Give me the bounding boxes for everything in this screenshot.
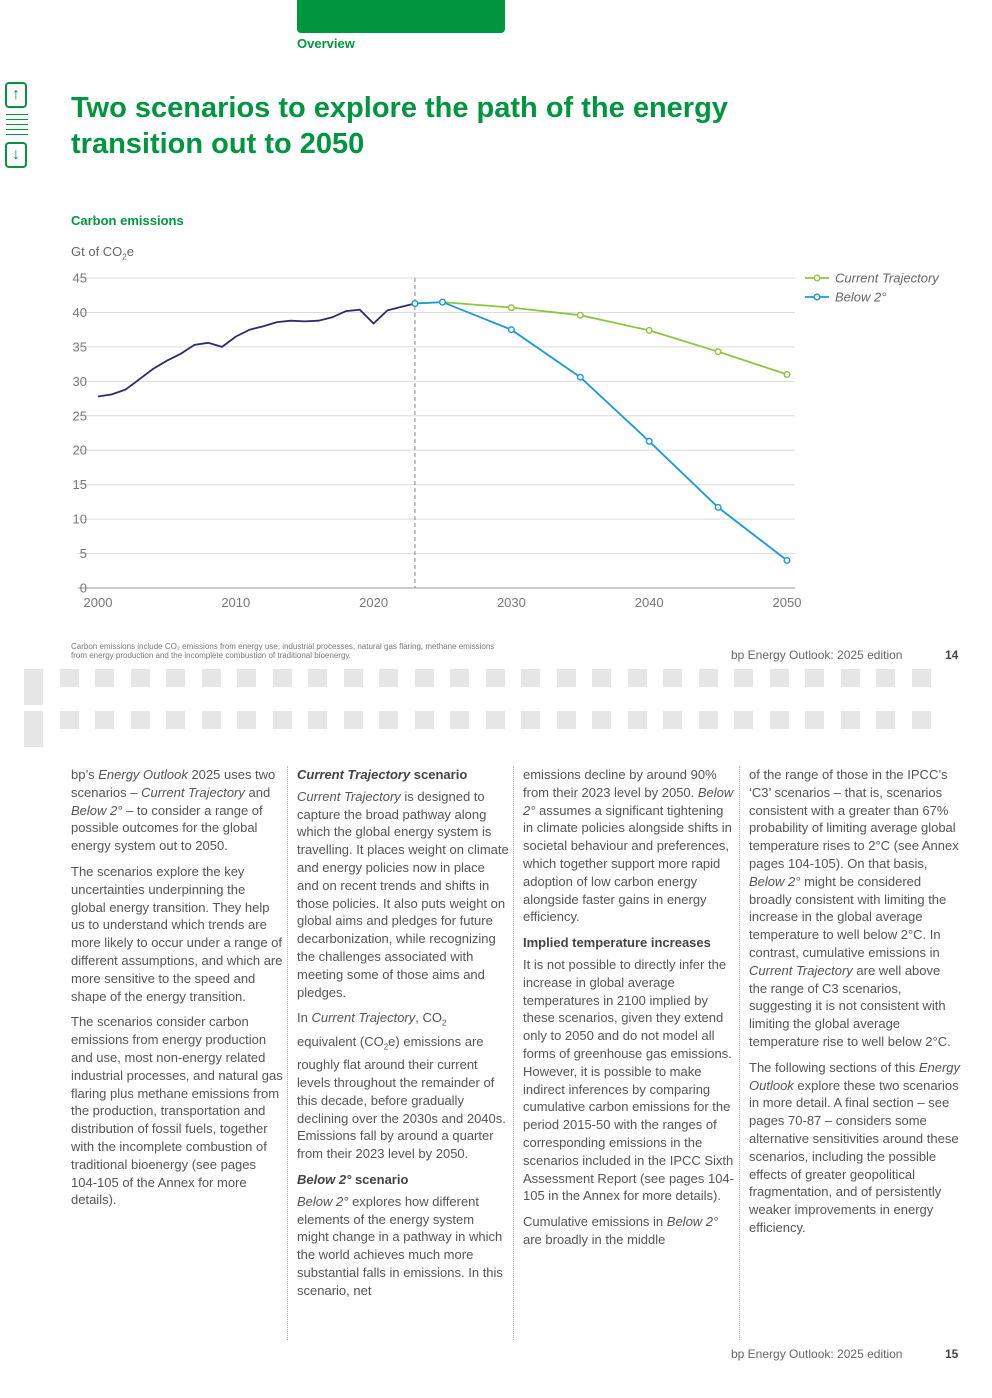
y-tick-label: 45 xyxy=(73,271,87,286)
y-tick-label: 5 xyxy=(80,546,87,561)
below_2-point xyxy=(439,298,447,306)
paragraph: The scenarios consider carbon emissions … xyxy=(71,1014,283,1208)
below_2-point xyxy=(507,326,515,334)
page-separator xyxy=(24,711,974,747)
y-tick-label: 40 xyxy=(73,305,87,320)
text-column-3: emissions decline by around 90% from the… xyxy=(523,766,735,1257)
paragraph: Below 2° explores how different elements… xyxy=(297,1193,503,1298)
subheading: Implied temperature increases xyxy=(523,935,711,951)
paragraph: The following sections of this Energy Ou… xyxy=(749,1059,961,1235)
menu-lines-icon[interactable] xyxy=(6,114,28,139)
y-tick-label: 0 xyxy=(80,581,87,596)
current_trajectory-point xyxy=(645,326,653,334)
below_2-point xyxy=(714,503,722,511)
paragraph: Cumulative emissions in Below 2° are bro… xyxy=(523,1214,719,1247)
arrow-up-icon[interactable]: ↑ xyxy=(5,82,27,108)
paragraph: The scenarios explore the key uncertaint… xyxy=(71,863,283,1004)
x-tick-label: 2000 xyxy=(84,595,113,610)
y-tick-label: 15 xyxy=(73,477,87,492)
paragraph: In Current Trajectory, CO2 equivalent (C… xyxy=(297,1010,506,1162)
chart-footnote: Carbon emissions include CO₂ emissions f… xyxy=(71,642,495,660)
current_trajectory-point xyxy=(714,348,722,356)
page-number: 14 xyxy=(945,648,959,662)
history-line xyxy=(97,302,416,398)
y-tick-label: 10 xyxy=(73,512,87,527)
column-divider xyxy=(513,766,514,1340)
x-tick-label: 2040 xyxy=(635,595,664,610)
subheading: Below 2° scenario xyxy=(297,1171,409,1187)
arrow-down-icon[interactable]: ↓ xyxy=(5,142,27,168)
x-tick-label: 2010 xyxy=(221,595,250,610)
section-tab xyxy=(297,0,505,33)
legend-label: Below 2° xyxy=(835,290,886,305)
subheading: Current Trajectory scenario xyxy=(297,767,468,782)
column-divider xyxy=(287,766,288,1340)
below_2-point xyxy=(576,373,584,381)
column-divider xyxy=(739,766,740,1340)
paragraph: of the range of those in the IPCC’s ‘C3’… xyxy=(749,767,959,1049)
chart-heading: Carbon emissions xyxy=(71,213,184,228)
current_trajectory-point xyxy=(783,370,791,378)
y-tick-label: 30 xyxy=(73,374,87,389)
section-label[interactable]: Overview xyxy=(297,36,355,51)
y-axis-unit: Gt of CO2e xyxy=(71,244,134,262)
current_trajectory-point xyxy=(507,304,515,312)
emissions-chart: 0 5 10 15 20 25 30 35 40 45 2000 2010 2020 2030 2040 20… xyxy=(73,271,941,611)
legend-marker xyxy=(813,293,821,301)
text-column-1: bp’s Energy Outlook 2025 uses two scenar… xyxy=(71,766,283,1217)
y-tick-label: 35 xyxy=(73,339,87,354)
x-tick-label: 2030 xyxy=(497,595,526,610)
legend-marker xyxy=(813,274,821,282)
legend-label: Current Trajectory xyxy=(835,271,940,286)
y-tick-label: 25 xyxy=(73,408,87,423)
text-column-2: Current Trajectory scenario Current Traj… xyxy=(297,766,509,1308)
paragraph: Current Trajectory is designed to captur… xyxy=(297,788,509,1000)
footer-publication: bp Energy Outlook: 2025 edition xyxy=(731,648,903,662)
below_2-point xyxy=(783,556,791,564)
page-number: 15 xyxy=(945,1347,959,1361)
paragraph: It is not possible to directly infer the… xyxy=(523,956,734,1204)
paragraph: emissions decline by around 90% from the… xyxy=(523,767,734,925)
x-tick-label: 2050 xyxy=(773,595,802,610)
paragraph: bp’s Energy Outlook 2025 uses two scenar… xyxy=(71,767,276,854)
below_2-point xyxy=(411,299,419,307)
text-column-4: of the range of those in the IPCC’s ‘C3’… xyxy=(749,766,961,1245)
current_trajectory-point xyxy=(576,311,584,319)
below_2-point xyxy=(645,437,653,445)
below_2-line xyxy=(414,301,788,562)
page-separator xyxy=(24,669,974,705)
page-title: Two scenarios to explore the path of the… xyxy=(71,92,728,160)
footer-publication: bp Energy Outlook: 2025 edition xyxy=(731,1347,903,1361)
x-tick-label: 2020 xyxy=(359,595,388,610)
y-tick-label: 20 xyxy=(73,443,87,458)
